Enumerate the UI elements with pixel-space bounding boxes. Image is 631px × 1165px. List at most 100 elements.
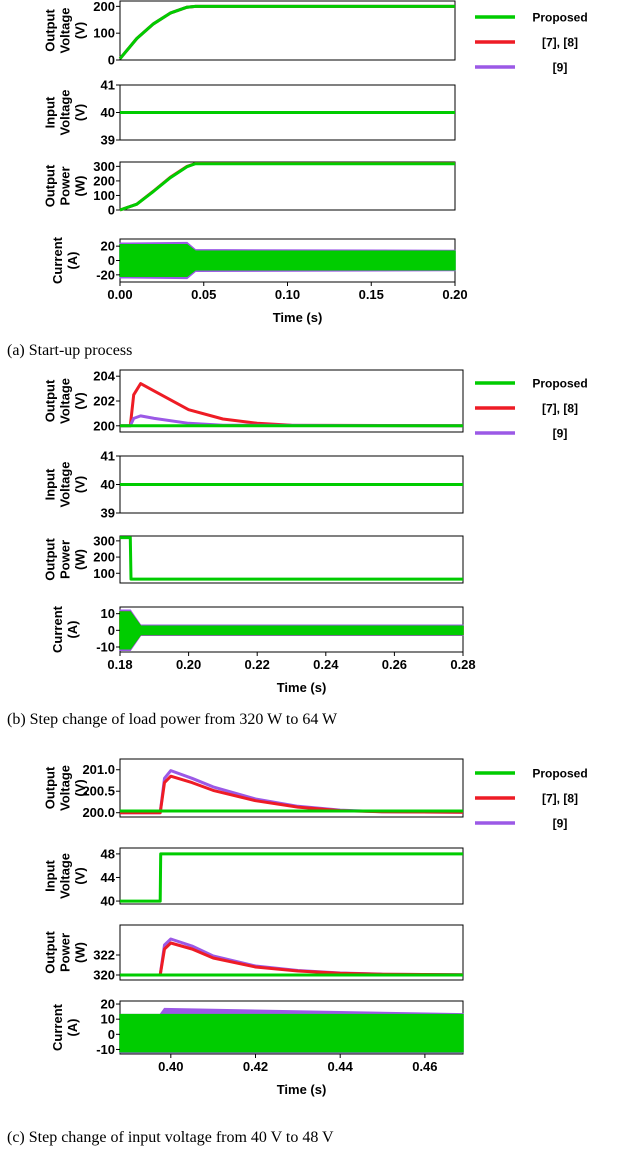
series-line xyxy=(120,536,463,581)
y-axis-label: Voltage xyxy=(57,90,72,136)
y-tick-label: 200 xyxy=(93,0,115,14)
current-envelope xyxy=(119,611,464,650)
figure-caption: (b) Step change of load power from 320 W… xyxy=(7,711,338,728)
y-axis-label: (V) xyxy=(72,779,87,796)
current-envelope xyxy=(119,1013,464,1053)
y-tick-label: 201.0 xyxy=(82,762,115,777)
legend-label: Proposed xyxy=(532,377,587,391)
series-line xyxy=(118,4,455,60)
legend-label: [7], [8] xyxy=(542,792,578,806)
y-tick-label: 204 xyxy=(93,369,115,384)
x-tick-label: 0.46 xyxy=(412,1059,437,1074)
x-axis-label: Time (s) xyxy=(277,1082,327,1097)
y-axis-label: Input xyxy=(42,468,57,500)
y-tick-label: 40 xyxy=(101,105,115,120)
y-axis-label: Power xyxy=(57,933,72,972)
y-tick-label: -20 xyxy=(96,267,115,282)
x-tick-label: 0.18 xyxy=(107,657,132,672)
x-tick-label: 0.22 xyxy=(245,657,270,672)
y-axis-label: (V) xyxy=(72,22,87,39)
y-tick-label: 39 xyxy=(101,506,115,521)
y-axis-label: Current xyxy=(50,236,65,284)
y-tick-label: 10 xyxy=(101,1012,115,1027)
y-tick-label: 300 xyxy=(93,533,115,548)
y-axis-label: Current xyxy=(50,1003,65,1051)
y-tick-label: 0 xyxy=(108,53,115,68)
y-axis-label: Output xyxy=(42,931,57,974)
figure-caption: (c) Step change of input voltage from 40… xyxy=(7,1129,334,1146)
y-axis-label: (A) xyxy=(65,1018,80,1036)
y-tick-label: 100 xyxy=(93,188,115,203)
y-tick-label: 100 xyxy=(93,566,115,581)
x-tick-label: 0.05 xyxy=(191,287,216,302)
x-tick-label: 0.20 xyxy=(442,287,467,302)
legend-label: [9] xyxy=(553,61,568,75)
axes-frame xyxy=(119,535,464,584)
x-tick-label: 0.24 xyxy=(313,657,339,672)
y-tick-label: 100 xyxy=(93,26,115,41)
x-tick-label: 0.15 xyxy=(359,287,384,302)
y-axis-label: Output xyxy=(42,538,57,581)
y-tick-label: 200 xyxy=(93,550,115,565)
x-tick-label: 0.00 xyxy=(107,287,132,302)
legend-label: Proposed xyxy=(532,11,587,25)
series-line xyxy=(119,162,455,212)
y-axis-label: Voltage xyxy=(57,378,72,424)
y-tick-label: 200 xyxy=(93,173,115,188)
y-tick-label: 48 xyxy=(101,846,115,861)
y-tick-label: 0 xyxy=(108,1027,115,1042)
y-axis-label: Output xyxy=(42,379,57,422)
y-axis-label: Output xyxy=(42,9,57,52)
y-tick-label: -10 xyxy=(96,640,115,655)
axes-frame xyxy=(119,161,456,211)
y-axis-label: Voltage xyxy=(57,8,72,54)
y-axis-label: (V) xyxy=(72,867,87,884)
y-axis-label: Input xyxy=(42,96,57,128)
y-axis-label: Input xyxy=(42,859,57,891)
y-tick-label: 200 xyxy=(93,418,115,433)
y-tick-label: 44 xyxy=(101,870,116,885)
y-axis-label: (V) xyxy=(72,104,87,121)
x-tick-label: 0.42 xyxy=(243,1059,268,1074)
y-axis-label: (W) xyxy=(72,176,87,197)
y-tick-label: 300 xyxy=(93,159,115,174)
y-axis-label: Voltage xyxy=(57,462,72,508)
y-axis-label: (A) xyxy=(65,251,80,269)
y-tick-label: 40 xyxy=(101,477,115,492)
y-axis-label: Current xyxy=(50,605,65,653)
y-axis-label: (V) xyxy=(72,476,87,493)
x-tick-label: 0.40 xyxy=(158,1059,183,1074)
y-axis-label: Voltage xyxy=(57,853,72,899)
y-tick-label: 200.0 xyxy=(82,805,115,820)
y-axis-label: Voltage xyxy=(57,765,72,811)
y-tick-label: 0 xyxy=(108,203,115,218)
x-axis-label: Time (s) xyxy=(273,310,323,325)
legend-label: [9] xyxy=(553,817,568,831)
axes-frame xyxy=(119,758,464,818)
y-tick-label: 41 xyxy=(101,78,115,93)
legend-label: [9] xyxy=(553,427,568,441)
y-axis-label: Power xyxy=(57,166,72,205)
y-tick-label: 40 xyxy=(101,894,115,909)
x-tick-label: 0.10 xyxy=(275,287,300,302)
x-tick-label: 0.44 xyxy=(328,1059,354,1074)
y-tick-label: 0 xyxy=(108,253,115,268)
y-axis-label: (V) xyxy=(72,392,87,409)
legend-label: Proposed xyxy=(532,767,587,781)
y-tick-label: 41 xyxy=(101,449,115,464)
y-tick-label: -10 xyxy=(96,1042,115,1057)
y-tick-label: 20 xyxy=(101,997,115,1012)
y-tick-label: 20 xyxy=(101,239,115,254)
y-tick-label: 10 xyxy=(101,606,115,621)
y-tick-label: 202 xyxy=(93,394,115,409)
y-axis-label: Power xyxy=(57,540,72,579)
figure-caption: (a) Start-up process xyxy=(7,342,132,359)
y-tick-label: 322 xyxy=(93,948,115,963)
y-axis-label: (W) xyxy=(72,549,87,570)
x-tick-label: 0.20 xyxy=(176,657,201,672)
y-tick-label: 200.5 xyxy=(82,784,115,799)
y-tick-label: 0 xyxy=(108,623,115,638)
legend-label: [7], [8] xyxy=(542,402,578,416)
series-line xyxy=(120,852,463,903)
